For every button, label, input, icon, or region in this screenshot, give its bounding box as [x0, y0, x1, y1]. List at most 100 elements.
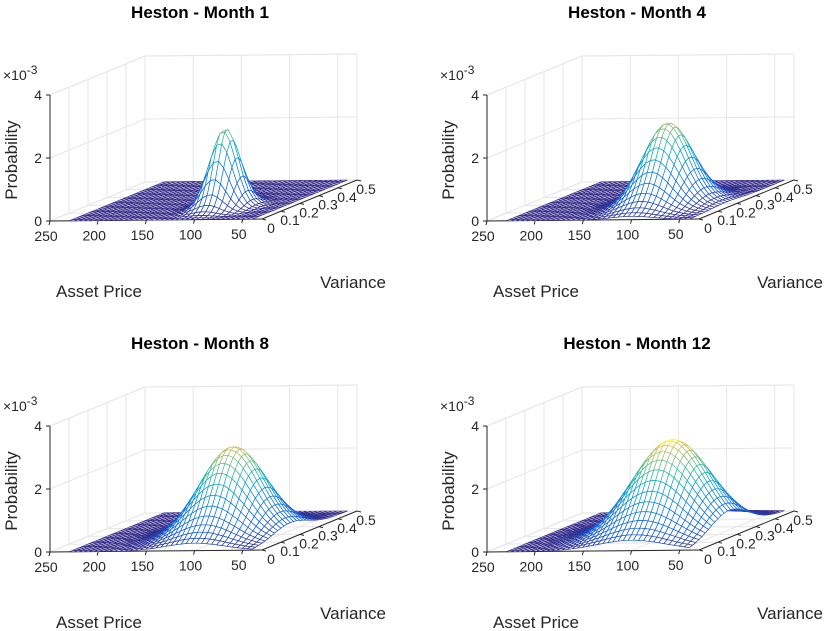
y-tick-mark: [774, 518, 780, 521]
grid-edge: [49, 386, 146, 427]
y-tick-mark: [736, 202, 742, 205]
x-axis-label: Asset Price: [493, 613, 579, 631]
y-axis-label: Variance: [320, 273, 386, 292]
z-exponent-label: ×10-3: [3, 63, 38, 83]
grid-line-y: [505, 418, 719, 545]
y-axis-line: [261, 179, 358, 220]
grid-line-z: [486, 116, 795, 159]
x-tick-mark: [581, 550, 584, 556]
y-tick-label: 0.2: [736, 535, 756, 551]
x-tick-label: 200: [520, 559, 544, 575]
z-tick-label: 4: [34, 87, 42, 103]
y-tick-mark: [717, 541, 723, 544]
y-tick-label: 0.5: [356, 181, 376, 197]
y-tick-mark: [337, 518, 343, 521]
y-tick-mark: [337, 187, 343, 190]
x-axis-label: Asset Price: [493, 282, 579, 301]
y-tick-label: 0.4: [337, 189, 357, 205]
x-tick-mark: [533, 220, 536, 225]
x-tick-label: 150: [131, 227, 155, 243]
grid-edge: [144, 53, 358, 57]
grid-edge: [486, 386, 583, 427]
z-tick-label: 0: [34, 213, 42, 229]
y-tick-mark: [736, 533, 742, 536]
x-tick-mark: [630, 550, 633, 555]
x-tick-mark: [144, 550, 147, 556]
x-tick-mark: [485, 551, 488, 557]
x-tick-mark: [581, 219, 584, 225]
x-tick-mark: [193, 550, 196, 555]
x-tick-label: 50: [231, 557, 247, 573]
z-tick-label: 4: [471, 418, 479, 434]
surface-facet: [247, 217, 256, 220]
x-tick-mark: [193, 219, 196, 224]
y-tick-mark: [698, 218, 704, 221]
grid-line-z: [486, 384, 795, 427]
surface-mesh: [506, 122, 785, 222]
y-tick-label: 0.5: [356, 512, 376, 528]
y-axis-label: Variance: [757, 604, 823, 623]
y-tick-mark: [280, 541, 286, 544]
x-tick-label: 250: [34, 228, 58, 244]
y-tick-label: 0.1: [280, 212, 300, 228]
x-tick-mark: [630, 219, 633, 224]
y-tick-mark: [717, 210, 723, 213]
x-tick-mark: [485, 220, 488, 226]
grid-edge: [144, 384, 358, 388]
y-tick-label: 0.5: [793, 181, 813, 197]
y-tick-label: 0.4: [337, 520, 357, 536]
y-axis-line: [698, 510, 795, 551]
y-tick-label: 0.2: [736, 204, 756, 220]
x-tick-label: 250: [471, 559, 495, 575]
x-axis-label: Asset Price: [56, 282, 142, 301]
y-tick-mark: [299, 533, 305, 536]
x-tick-label: 50: [668, 557, 684, 573]
surface-mesh: [69, 129, 348, 222]
grid-edge: [581, 53, 795, 57]
x-tick-label: 200: [83, 228, 107, 244]
surface-facet: [684, 217, 693, 220]
grid-line-z: [49, 116, 358, 159]
x-tick-mark: [48, 551, 51, 557]
x-tick-label: 250: [34, 559, 58, 575]
x-tick-label: 200: [83, 559, 107, 575]
x-tick-mark: [96, 551, 99, 556]
y-tick-label: 0: [267, 220, 275, 236]
y-tick-label: 0.1: [717, 212, 737, 228]
y-axis-label: Variance: [320, 604, 386, 623]
grid-line-z: [49, 384, 358, 427]
y-tick-mark: [356, 510, 362, 513]
z-tick-label: 2: [34, 481, 42, 497]
y-tick-mark: [261, 549, 267, 552]
z-axis-label: Probability: [2, 451, 21, 531]
y-tick-mark: [356, 179, 362, 182]
x-tick-mark: [678, 219, 681, 224]
x-tick-label: 50: [668, 226, 684, 242]
y-tick-mark: [698, 549, 704, 552]
z-tick-label: 4: [34, 418, 42, 434]
y-tick-label: 0.3: [318, 528, 338, 544]
chart-title: Heston - Month 4: [568, 3, 706, 22]
z-tick-label: 4: [471, 87, 479, 103]
y-tick-label: 0.4: [774, 189, 794, 205]
y-tick-mark: [793, 510, 799, 513]
chart-title: Heston - Month 8: [131, 334, 269, 353]
z-tick-label: 0: [471, 544, 479, 560]
z-tick-label: 2: [471, 150, 479, 166]
y-tick-label: 0.3: [755, 197, 775, 213]
y-tick-mark: [280, 210, 286, 213]
y-tick-label: 0: [704, 220, 712, 236]
y-tick-label: 0: [704, 551, 712, 567]
y-axis-label: Variance: [757, 273, 823, 292]
z-axis-label: Probability: [439, 120, 458, 200]
x-axis-label: Asset Price: [56, 613, 142, 631]
x-tick-label: 250: [471, 228, 495, 244]
